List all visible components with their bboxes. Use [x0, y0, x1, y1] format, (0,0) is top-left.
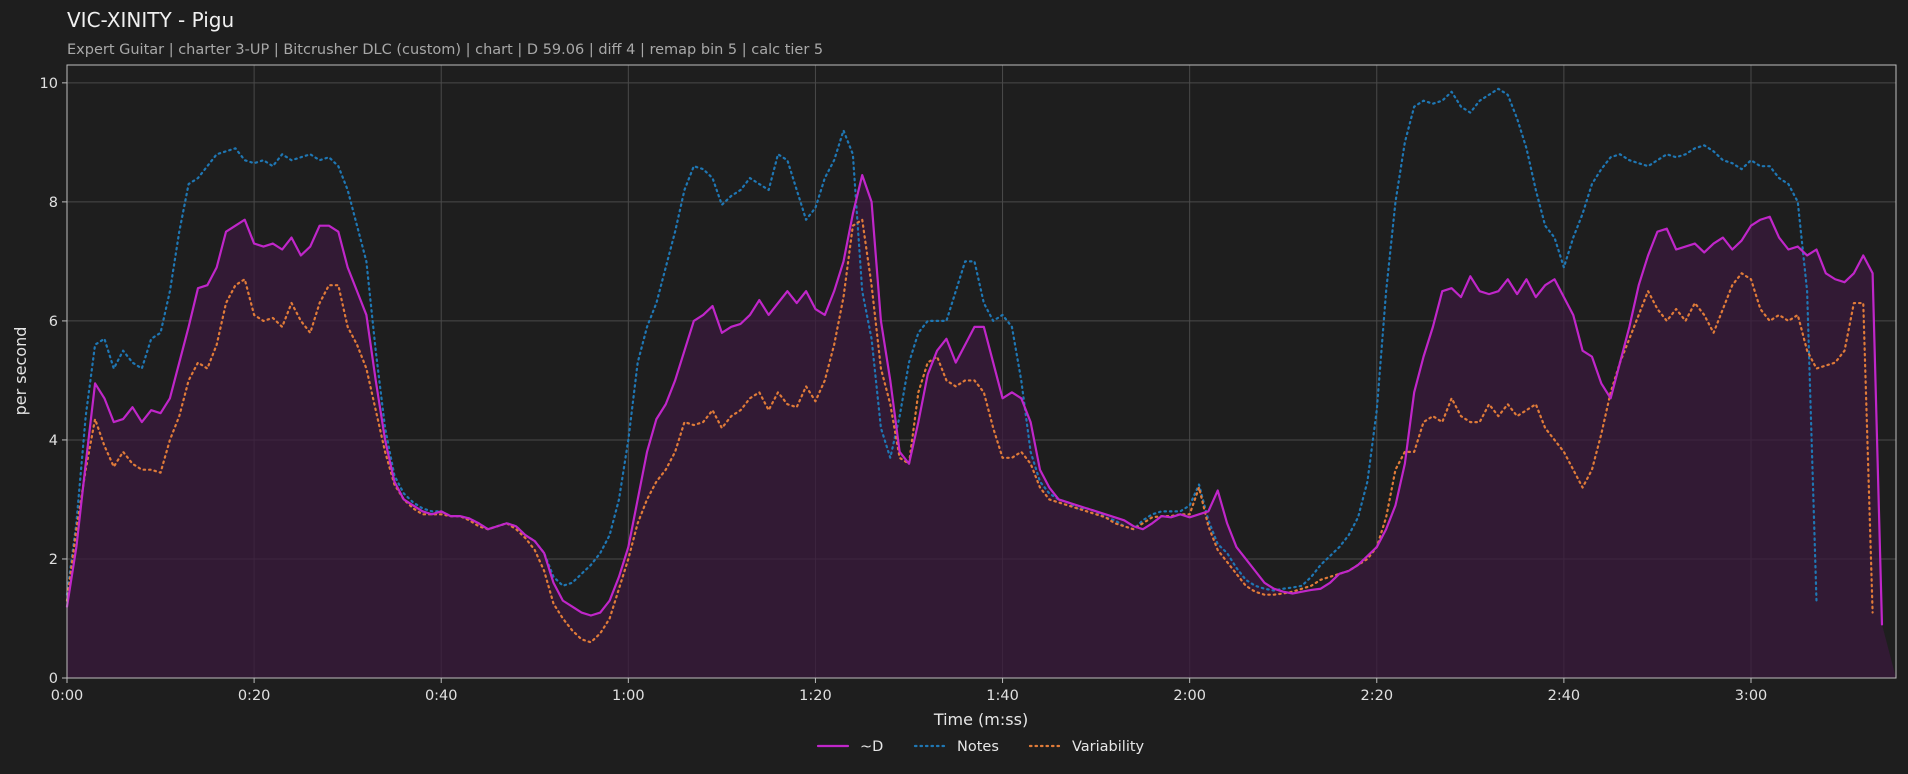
series-line-variability: [65, 218, 1874, 644]
plot-frame: [66, 64, 1897, 679]
legend-label: Notes: [957, 739, 999, 755]
series-line-d: [65, 174, 1884, 626]
area-fill: [67, 175, 1896, 678]
x-tick-label: 1:20: [799, 688, 832, 704]
y-tick-label: 8: [49, 195, 58, 211]
x-tick-label: 3:00: [1735, 688, 1768, 704]
series-lines: [65, 87, 1884, 644]
y-tick-label: 4: [49, 433, 58, 449]
series-fill-d: [67, 175, 1896, 678]
series-line-notes: [65, 87, 1818, 602]
x-tick-label: 2:20: [1360, 688, 1393, 704]
x-tick-label: 1:00: [612, 688, 645, 704]
x-tick-label: 0:40: [425, 688, 458, 704]
chart-subtitle: Expert Guitar | charter 3-UP | Bitcrushe…: [67, 42, 823, 58]
x-tick-label: 2:00: [1173, 688, 1206, 704]
x-tick-label: 2:40: [1548, 688, 1581, 704]
legend-label: Variability: [1072, 739, 1145, 755]
x-tick-label: 0:00: [51, 688, 84, 704]
y-tick-label: 6: [49, 314, 58, 330]
x-axis-ticks: 0:00 0:20 0:40 1:00 1:20 1:40 2:00 2:20 2:40 3:00: [51, 678, 1768, 704]
legend: ~D Notes Variability: [816, 739, 1145, 755]
chart-title: VIC-XINITY - Pigu: [67, 8, 234, 32]
x-tick-label: 0:20: [238, 688, 271, 704]
y-tick-label: 10: [40, 76, 58, 92]
x-tick-label: 1:40: [986, 688, 1019, 704]
y-tick-label: 2: [49, 552, 58, 568]
x-axis-label: Time (m:ss): [933, 710, 1028, 729]
y-axis-label: per second: [11, 327, 30, 416]
y-tick-label: 0: [49, 671, 58, 687]
y-axis-ticks: 0 2 4 6 8 10: [40, 76, 67, 687]
legend-label: ~D: [860, 739, 883, 755]
